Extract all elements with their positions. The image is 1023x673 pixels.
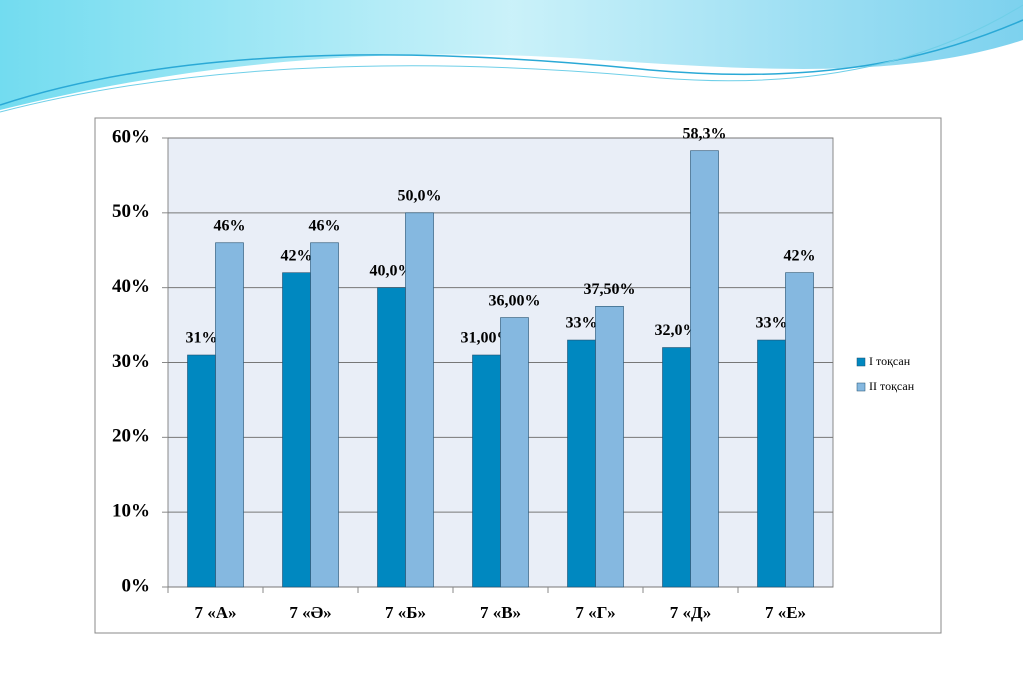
value-label: 31,00% (461, 330, 513, 347)
value-label: 33% (566, 315, 598, 332)
bar (377, 287, 406, 588)
value-label: 42% (281, 247, 313, 264)
bar (405, 212, 434, 588)
value-label: 36,00% (489, 292, 541, 309)
y-tick-label: 10% (112, 501, 150, 522)
bar (310, 242, 339, 588)
legend-swatch (856, 357, 866, 367)
legend-swatch (856, 382, 866, 392)
y-tick-label: 60% (112, 126, 150, 147)
y-tick-label: 40% (112, 276, 150, 297)
header-line (0, 4, 1023, 113)
value-label: 31% (186, 330, 218, 347)
x-tick-label: 7 «Ә» (289, 603, 331, 622)
value-label: 46% (214, 217, 246, 234)
bar (757, 339, 786, 588)
legend-label: II тоқсан (869, 379, 915, 393)
chart: 0% 10% 20% 30% 40% 50% 60% 7 «А» 31% 46% 7 «Ә» 42% 4… (112, 125, 915, 622)
value-label: 58,3% (683, 125, 727, 142)
value-label: 40,0% (370, 262, 414, 279)
bar (662, 347, 691, 588)
legend-label: I тоқсан (869, 354, 911, 368)
value-label: 50,0% (398, 188, 442, 205)
y-tick-label: 20% (112, 426, 150, 447)
value-label: 32,0% (655, 322, 699, 339)
y-tick-label: 30% (112, 351, 150, 372)
x-tick-label: 7 «Д» (670, 603, 711, 622)
value-label: 42% (784, 247, 816, 264)
value-label: 37,50% (584, 281, 636, 298)
bar (282, 272, 311, 588)
value-label: 33% (756, 315, 788, 332)
value-label: 46% (309, 217, 341, 234)
bar (500, 317, 529, 588)
x-tick-label: 7 «Б» (385, 603, 426, 622)
bar (567, 339, 596, 588)
y-tick-label: 50% (112, 201, 150, 222)
x-tick-label: 7 «Е» (765, 603, 806, 622)
header-line (0, 19, 1023, 106)
bar (187, 354, 216, 588)
x-tick-label: 7 «В» (480, 603, 521, 622)
bar (472, 354, 501, 588)
x-tick-label: 7 «А» (194, 603, 236, 622)
x-tick-label: 7 «Г» (575, 603, 615, 622)
bar (785, 272, 814, 588)
bar (215, 242, 244, 588)
bar (595, 306, 624, 588)
bar (690, 150, 719, 588)
header-wave (0, 0, 1023, 110)
y-tick-label: 0% (122, 575, 151, 596)
